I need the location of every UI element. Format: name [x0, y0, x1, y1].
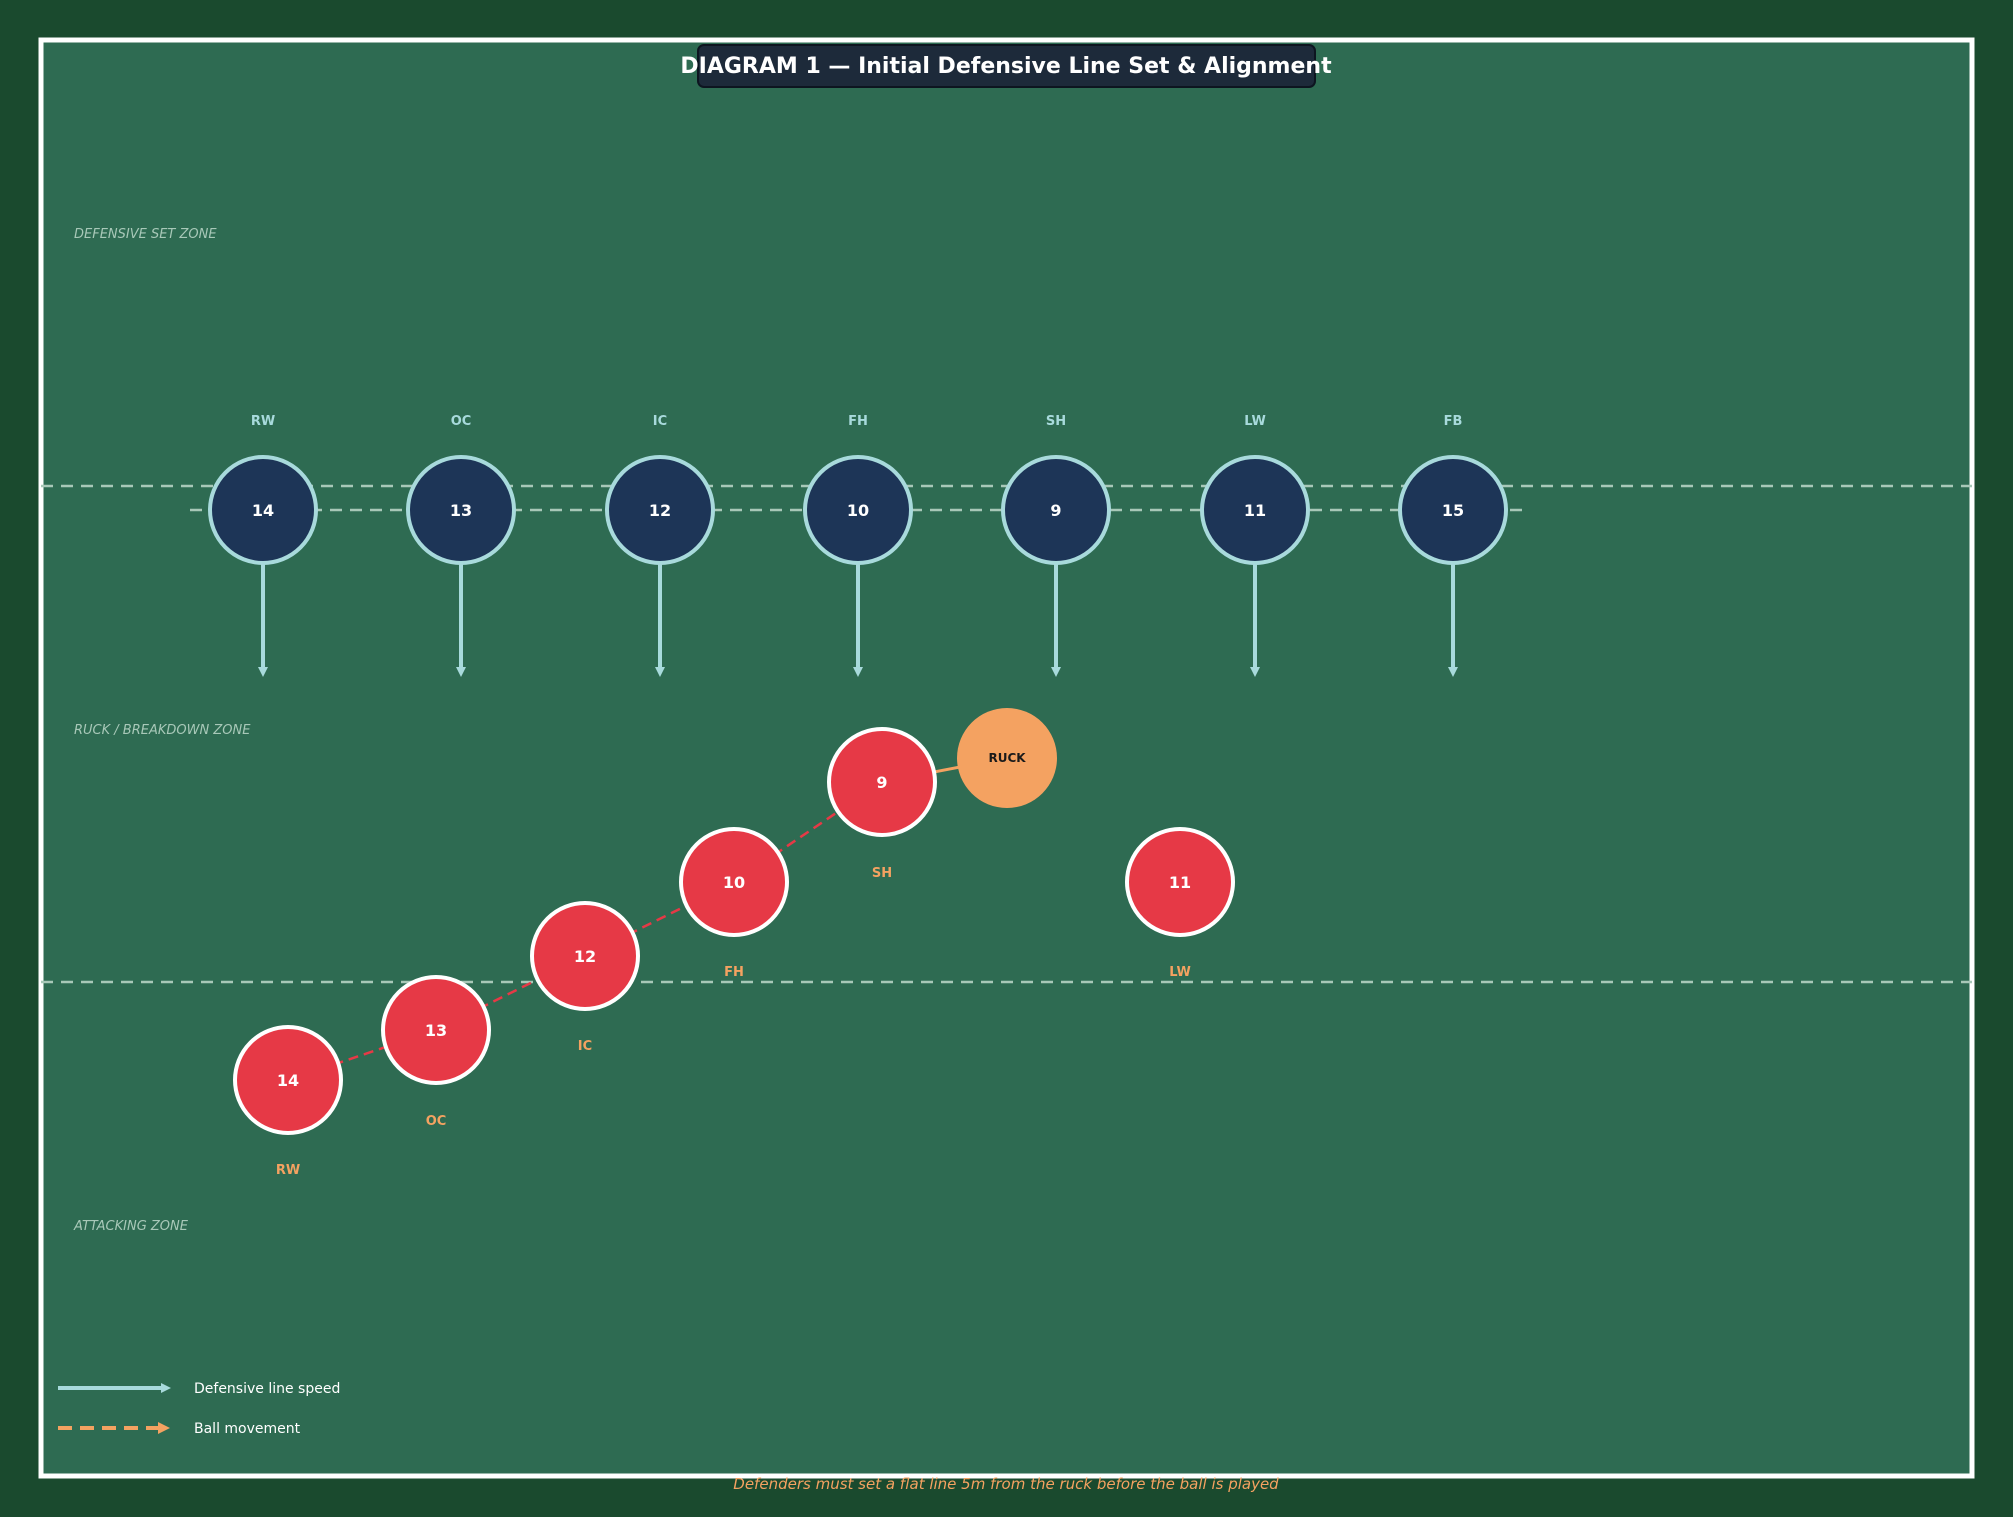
zone-label-attacking: ATTACKING ZONE: [73, 1219, 189, 1234]
attacker-11[interactable]: 11 LW: [1125, 827, 1235, 980]
defender-number: 13: [450, 501, 472, 520]
defender-number: 12: [649, 501, 671, 520]
defender-13[interactable]: OC 13: [406, 414, 516, 565]
defender-marker: [1001, 455, 1111, 565]
attacker-marker: [1125, 827, 1235, 937]
defender-marker: [1398, 455, 1508, 565]
attacker-12[interactable]: 12 IC: [530, 901, 640, 1054]
defender-marker: [406, 455, 516, 565]
defender-14[interactable]: RW 14: [208, 414, 318, 565]
defender-number: 10: [847, 501, 869, 520]
defender-10[interactable]: FH 10: [803, 414, 913, 565]
defender-marker: [208, 455, 318, 565]
defender-position-label: RW: [251, 414, 275, 429]
defender-number: 14: [252, 501, 274, 520]
attacker-position-label: IC: [578, 1039, 592, 1054]
defender-position-label: FH: [848, 414, 868, 429]
attacker-position-label: LW: [1169, 965, 1191, 980]
defender-position-label: FB: [1444, 414, 1463, 429]
ruck-marker: [957, 708, 1057, 808]
defender-12[interactable]: IC 12: [605, 414, 715, 565]
defender-position-label: OC: [451, 414, 472, 429]
zone-label-defensive-set: DEFENSIVE SET ZONE: [74, 227, 217, 242]
diagram-title: DIAGRAM 1 — Initial Defensive Line Set &…: [680, 44, 1332, 88]
title-box: [697, 44, 1316, 88]
attacker-number: 9: [876, 773, 887, 792]
defender-position-label: IC: [653, 414, 667, 429]
attacker-marker: [233, 1025, 343, 1135]
attacker-number: 14: [277, 1071, 299, 1090]
attacker-position-label: SH: [872, 866, 892, 881]
footnote: Defenders must set a flat line 5m from t…: [733, 1475, 1279, 1493]
defender-position-label: LW: [1244, 414, 1266, 429]
defender-11[interactable]: LW 11: [1200, 414, 1310, 565]
attacker-13[interactable]: 13 OC: [381, 975, 491, 1129]
attacker-14[interactable]: 14 RW: [233, 1025, 343, 1178]
defender-marker: [605, 455, 715, 565]
attacker-10[interactable]: 10 FH: [679, 827, 789, 980]
attacker-position-label: OC: [426, 1114, 447, 1129]
attacker-marker: [381, 975, 491, 1085]
attacker-9[interactable]: 9 SH: [827, 727, 937, 881]
ruck-label: RUCK: [988, 751, 1026, 765]
attacker-marker: [530, 901, 640, 1011]
attacker-number: 11: [1169, 873, 1191, 892]
defender-number: 11: [1244, 501, 1266, 520]
attacker-number: 13: [425, 1021, 447, 1040]
attacker-marker: [679, 827, 789, 937]
attacker-number: 12: [574, 947, 596, 966]
ruck[interactable]: RUCK: [957, 708, 1057, 808]
legend-line-speed-label: Defensive line speed: [194, 1381, 340, 1397]
attacker-marker: [827, 727, 937, 837]
defender-number: 9: [1050, 501, 1061, 520]
defender-marker: [1200, 455, 1310, 565]
attacker-number: 10: [723, 873, 745, 892]
title-text: DIAGRAM 1 — Initial Defensive Line Set &…: [680, 54, 1332, 79]
defender-number: 15: [1442, 501, 1464, 520]
line-speed-arrows: [258, 564, 1458, 677]
legend: Defensive line speed Ball movement: [58, 1381, 340, 1437]
legend-ball-movement-label: Ball movement: [194, 1421, 301, 1437]
defender-9[interactable]: SH 9: [1001, 414, 1111, 565]
zone-label-ruck-breakdown: RUCK / BREAKDOWN ZONE: [74, 723, 251, 738]
attacker-position-label: FH: [724, 965, 744, 980]
defender-position-label: SH: [1046, 414, 1066, 429]
defender-marker: [803, 455, 913, 565]
defender-15[interactable]: FB 15: [1398, 414, 1508, 565]
attacker-position-label: RW: [276, 1163, 300, 1178]
